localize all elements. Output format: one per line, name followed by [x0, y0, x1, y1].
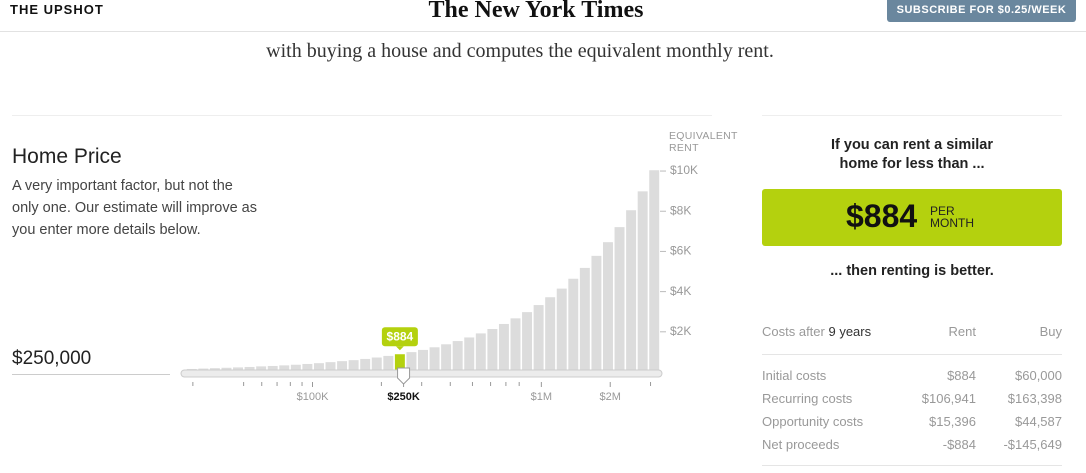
- bar: [533, 305, 544, 372]
- bar: [568, 278, 579, 372]
- result-amount: $884: [846, 198, 918, 234]
- y-tick-label: $6K: [670, 244, 691, 258]
- slider-handle[interactable]: [397, 367, 411, 385]
- cost-row: Recurring costs $106,941 $163,398: [762, 387, 1062, 410]
- buy-cost: $163,398: [1007, 391, 1062, 406]
- bar: [279, 365, 290, 372]
- x-tick-label: $100K: [297, 391, 329, 403]
- description: A very important factor, but not the onl…: [12, 178, 257, 238]
- rent-cost: $884: [947, 368, 976, 383]
- logo[interactable]: The New York Times: [428, 0, 644, 23]
- section-name[interactable]: THE UPSHOT: [10, 2, 104, 17]
- subscribe-button[interactable]: SUBSCRIBE FOR $0.25/WEEK: [887, 0, 1076, 22]
- cost-name: Opportunity costs: [762, 414, 864, 429]
- bar: [267, 365, 278, 372]
- bar: [348, 360, 359, 372]
- buy-cost: $44,587: [1015, 414, 1062, 429]
- costs-label-text: Costs after: [762, 324, 825, 339]
- bar: [464, 337, 475, 372]
- y-axis-title: EQUIVALENT RENT: [669, 130, 738, 154]
- bar: [337, 361, 348, 372]
- divider: [762, 465, 1062, 466]
- result-box: [762, 189, 1062, 246]
- bar: [475, 333, 486, 372]
- section-title: Home Price: [12, 145, 122, 168]
- bar: [394, 354, 405, 372]
- price-input[interactable]: $250,000: [12, 348, 170, 375]
- slider-track: [180, 369, 663, 378]
- bar: [614, 227, 625, 372]
- y-tick-label: $4K: [670, 284, 691, 298]
- bar: [556, 288, 567, 372]
- column-header: Rent: [948, 324, 976, 339]
- result-unit: PER MONTH: [930, 204, 974, 230]
- result-intro: If you can rent a similar home for less …: [831, 137, 993, 172]
- top-bar: [0, 0, 1086, 32]
- bar: [441, 344, 452, 372]
- bar: [418, 349, 428, 372]
- bar: [383, 355, 394, 372]
- bar: [487, 328, 498, 372]
- costs-label: Costs after 9 years: [762, 324, 871, 339]
- cost-row: Initial costs $884 $60,000: [762, 364, 1062, 387]
- bar: [545, 297, 556, 372]
- cost-name: Net proceeds: [762, 437, 840, 452]
- cost-name: Recurring costs: [762, 391, 853, 406]
- bar: [602, 242, 613, 372]
- bar: [522, 312, 533, 372]
- bar: [626, 210, 637, 372]
- buy-cost: $60,000: [1015, 368, 1062, 383]
- bar: [256, 366, 267, 372]
- bar: [290, 364, 301, 372]
- bar: [452, 341, 463, 372]
- x-tick-label: $250K: [387, 391, 419, 403]
- y-tick-label: $10K: [670, 163, 698, 177]
- bar: [429, 347, 440, 372]
- bar-label-box: [381, 327, 418, 347]
- bar-label: $884: [387, 329, 414, 343]
- bar: [579, 267, 590, 372]
- years[interactable]: 9 years: [828, 324, 872, 339]
- bar: [325, 362, 336, 372]
- bar: [360, 358, 371, 372]
- bar: [313, 363, 324, 372]
- divider: [762, 115, 1062, 116]
- column-header: Buy: [1039, 324, 1062, 339]
- buy-cost: -$145,649: [1003, 437, 1062, 452]
- cost-row: Net proceeds -$884 -$145,649: [762, 433, 1062, 456]
- divider: [12, 115, 712, 116]
- bar-label-pointer: [395, 346, 404, 351]
- cost-row: Opportunity costs $15,396 $44,587: [762, 410, 1062, 433]
- y-tick-label: $2K: [670, 324, 691, 338]
- rent-cost: $106,941: [921, 391, 976, 406]
- bar: [649, 170, 660, 372]
- x-tick-label: $2M: [600, 391, 621, 403]
- bar: [498, 323, 509, 372]
- rent-cost: $15,396: [929, 414, 976, 429]
- bar: [406, 352, 417, 372]
- bar: [371, 357, 382, 372]
- result-outro: ... then renting is better.: [830, 263, 994, 279]
- bar: [302, 363, 313, 372]
- y-tick-label: $8K: [670, 203, 691, 217]
- bar: [637, 191, 648, 372]
- x-tick-label: $1M: [531, 391, 552, 403]
- cost-name: Initial costs: [762, 368, 827, 383]
- bar: [510, 318, 521, 372]
- bar: [591, 255, 602, 372]
- divider: [762, 354, 1062, 355]
- rent-cost: -$884: [942, 437, 976, 452]
- bar: [244, 366, 255, 372]
- intro-text: with buying a house and computes the equ…: [266, 40, 774, 62]
